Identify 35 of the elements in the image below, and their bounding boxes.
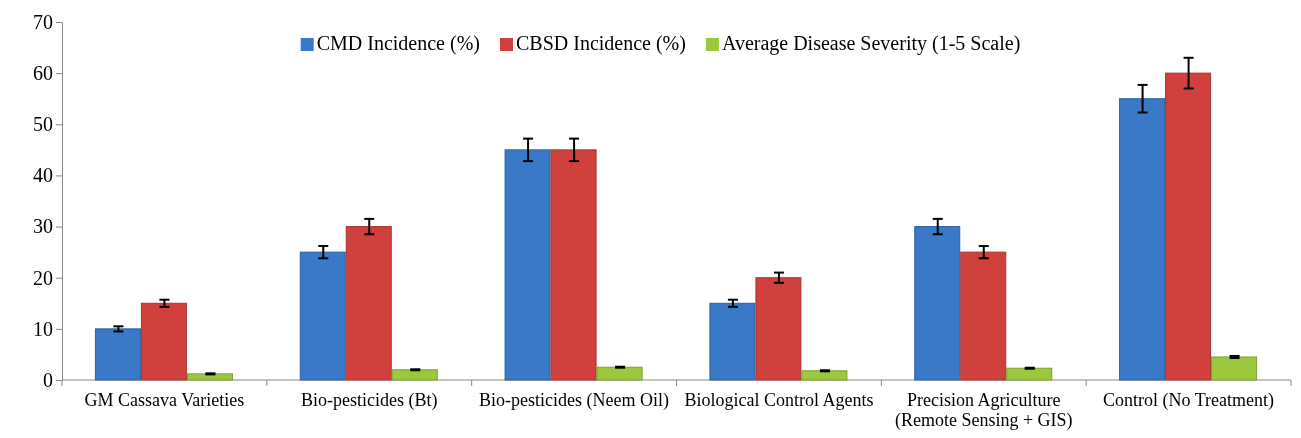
bar: [596, 366, 643, 381]
x-tick-label: Bio-pesticides (Neem Oil): [479, 390, 670, 411]
legend-label: CBSD Incidence (%): [515, 32, 686, 55]
bar: [391, 369, 438, 381]
bar: [299, 251, 346, 381]
bar: [801, 370, 848, 381]
bar: [550, 149, 597, 381]
legend-label: Average Disease Severity (1-5 Scale): [721, 32, 1021, 55]
y-tick-label: 50: [33, 113, 53, 136]
bar: [914, 226, 961, 381]
legend-label: CMD Incidence (%): [316, 32, 480, 55]
x-tick-label: Precision Agriculture (Remote Sensing + GIS): [894, 390, 1073, 431]
y-tick-label: 30: [33, 215, 53, 238]
y-tick-label: 20: [33, 266, 53, 289]
y-tick-label: 40: [33, 164, 53, 187]
bar: [709, 302, 756, 381]
bar: [1119, 98, 1166, 381]
x-tick-label: GM Cassava Varieties: [84, 390, 245, 410]
bar: [755, 277, 802, 381]
y-tick-label: 10: [33, 317, 53, 340]
bar: [960, 251, 1007, 381]
bar: [345, 226, 392, 381]
y-tick-label: 60: [33, 62, 53, 85]
bar: [1211, 356, 1258, 381]
x-tick-label: Biological Control Agents: [684, 390, 874, 410]
x-tick-label: Bio-pesticides (Bt): [301, 390, 438, 411]
x-tick-label: Control (No Treatment): [1103, 390, 1275, 411]
y-tick-label: 70: [33, 10, 53, 33]
bar: [1006, 367, 1053, 381]
bar: [140, 302, 187, 381]
bar: [1165, 72, 1212, 381]
y-tick-label: 0: [43, 368, 53, 391]
bar: [504, 149, 551, 381]
bar: [94, 328, 141, 381]
bar: [186, 373, 233, 381]
